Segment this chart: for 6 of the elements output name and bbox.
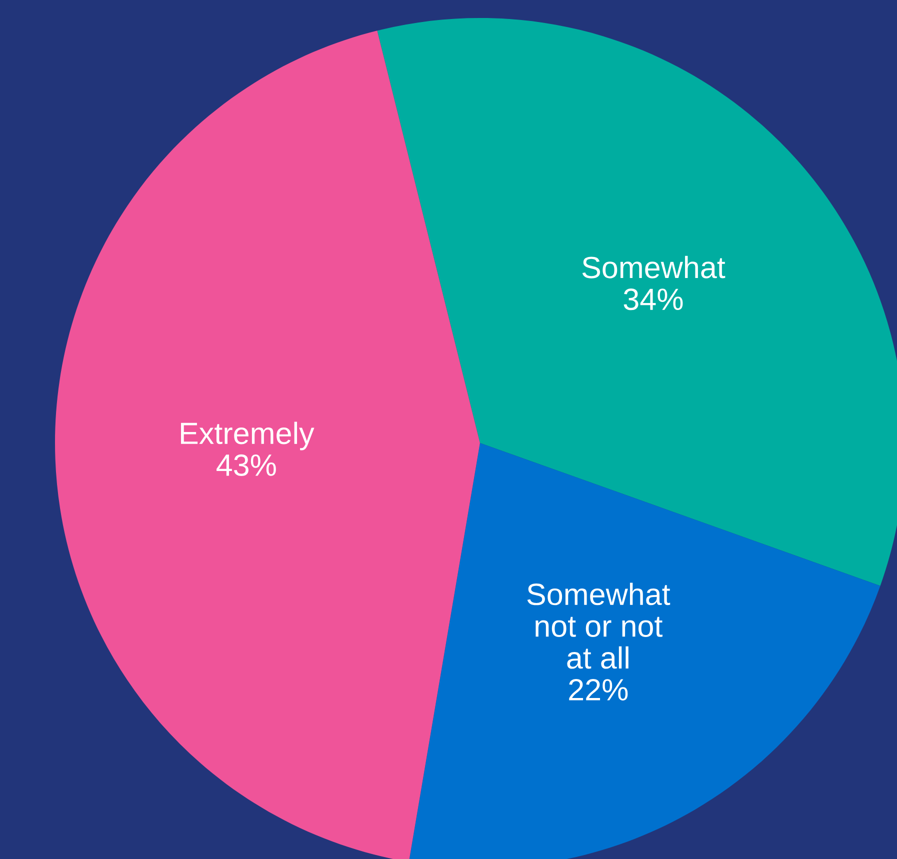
data-label: 43%: [216, 454, 276, 476]
slice-label: Somewhat: [582, 256, 726, 278]
slice-label: Extremely: [181, 422, 314, 450]
slice-label: Somewhat not or not at all: [527, 582, 670, 669]
data-label: 22%: [569, 678, 628, 700]
data-label: 34%: [624, 288, 683, 310]
